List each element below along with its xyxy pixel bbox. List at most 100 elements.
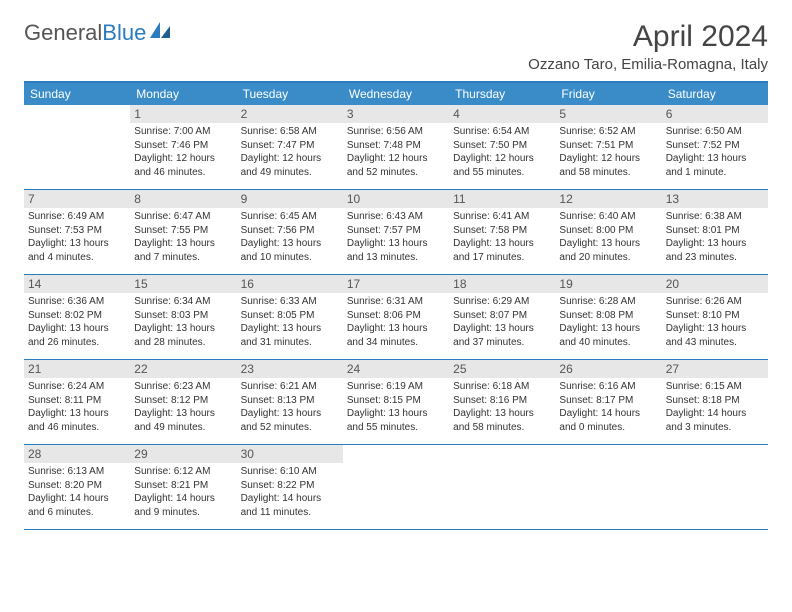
location: Ozzano Taro, Emilia-Romagna, Italy [528, 56, 768, 73]
sunrise-text: Sunrise: 6:33 AM [241, 295, 339, 309]
daylight-text: and 46 minutes. [134, 166, 232, 180]
sunset-text: Sunset: 8:01 PM [666, 224, 764, 238]
day-cell: 15Sunrise: 6:34 AMSunset: 8:03 PMDayligh… [130, 275, 236, 359]
day-number: 10 [343, 190, 449, 208]
daylight-text: and 55 minutes. [347, 421, 445, 435]
day-number: 9 [237, 190, 343, 208]
sunset-text: Sunset: 7:50 PM [453, 139, 551, 153]
daylight-text: Daylight: 14 hours [666, 407, 764, 421]
day-number: 22 [130, 360, 236, 378]
day-cell: 9Sunrise: 6:45 AMSunset: 7:56 PMDaylight… [237, 190, 343, 274]
sunrise-text: Sunrise: 6:15 AM [666, 380, 764, 394]
day-number [662, 445, 768, 449]
day-cell: 2Sunrise: 6:58 AMSunset: 7:47 PMDaylight… [237, 105, 343, 189]
day-cell: 19 Sunrise: 6:28 AMSunset: 8:08 PMDayligh… [555, 275, 661, 359]
day-cell: 30Sunrise: 6:10 AMSunset: 8:22 PMDayligh… [237, 445, 343, 529]
sunset-text: Sunset: 8:05 PM [241, 309, 339, 323]
sunrise-text: Sunrise: 6:49 AM [28, 210, 126, 224]
daylight-text: and 3 minutes. [666, 421, 764, 435]
sunset-text: Sunset: 8:12 PM [134, 394, 232, 408]
daylight-text: Daylight: 12 hours [241, 152, 339, 166]
sunset-text: Sunset: 8:03 PM [134, 309, 232, 323]
day-number [449, 445, 555, 449]
day-number: 21 [24, 360, 130, 378]
daylight-text: Daylight: 13 hours [241, 322, 339, 336]
day-cell: 6Sunrise: 6:50 AMSunset: 7:52 PMDaylight… [662, 105, 768, 189]
sunrise-text: Sunrise: 6:50 AM [666, 125, 764, 139]
daylight-text: and 23 minutes. [666, 251, 764, 265]
daylight-text: and 20 minutes. [559, 251, 657, 265]
sunrise-text: Sunrise: 6:41 AM [453, 210, 551, 224]
sunset-text: Sunset: 7:53 PM [28, 224, 126, 238]
sunset-text: Sunset: 8:21 PM [134, 479, 232, 493]
sunrise-text: Sunrise: 6:36 AM [28, 295, 126, 309]
daylight-text: Daylight: 14 hours [559, 407, 657, 421]
daylight-text: and 10 minutes. [241, 251, 339, 265]
sunset-text: Sunset: 8:16 PM [453, 394, 551, 408]
daylight-text: Daylight: 13 hours [666, 237, 764, 251]
day-number: 28 [24, 445, 130, 463]
sunset-text: Sunset: 8:08 PM [559, 309, 657, 323]
daylight-text: Daylight: 12 hours [453, 152, 551, 166]
day-number: 13 [662, 190, 768, 208]
sunset-text: Sunset: 7:48 PM [347, 139, 445, 153]
sunset-text: Sunset: 7:46 PM [134, 139, 232, 153]
daylight-text: Daylight: 13 hours [559, 322, 657, 336]
dow-friday: Friday [555, 83, 661, 105]
daylight-text: and 17 minutes. [453, 251, 551, 265]
sunrise-text: Sunrise: 6:28 AM [559, 295, 657, 309]
daylight-text: Daylight: 13 hours [134, 322, 232, 336]
week-row: 1Sunrise: 7:00 AMSunset: 7:46 PMDaylight… [24, 105, 768, 190]
day-number: 2 [237, 105, 343, 123]
daylight-text: and 55 minutes. [453, 166, 551, 180]
dow-sunday: Sunday [24, 83, 130, 105]
daylight-text: and 0 minutes. [559, 421, 657, 435]
daylight-text: and 28 minutes. [134, 336, 232, 350]
day-number: 25 [449, 360, 555, 378]
day-cell: 10Sunrise: 6:43 AMSunset: 7:57 PMDayligh… [343, 190, 449, 274]
daylight-text: Daylight: 13 hours [666, 152, 764, 166]
daylight-text: Daylight: 14 hours [28, 492, 126, 506]
day-number: 1 [130, 105, 236, 123]
daylight-text: and 6 minutes. [28, 506, 126, 520]
day-number: 12 [555, 190, 661, 208]
daylight-text: Daylight: 13 hours [666, 322, 764, 336]
day-number: 4 [449, 105, 555, 123]
day-number: 19 [555, 275, 661, 293]
logo-sail-icon [148, 20, 172, 46]
daylight-text: Daylight: 13 hours [241, 237, 339, 251]
sunset-text: Sunset: 8:10 PM [666, 309, 764, 323]
day-cell [24, 105, 130, 189]
sunrise-text: Sunrise: 6:12 AM [134, 465, 232, 479]
daylight-text: Daylight: 13 hours [453, 407, 551, 421]
day-cell: 20Sunrise: 6:26 AMSunset: 8:10 PMDayligh… [662, 275, 768, 359]
sunset-text: Sunset: 7:55 PM [134, 224, 232, 238]
daylight-text: Daylight: 13 hours [347, 237, 445, 251]
day-number: 17 [343, 275, 449, 293]
daylight-text: and 52 minutes. [347, 166, 445, 180]
day-cell: 27Sunrise: 6:15 AMSunset: 8:18 PMDayligh… [662, 360, 768, 444]
daylight-text: and 13 minutes. [347, 251, 445, 265]
day-cell: 13 Sunrise: 6:38 AMSunset: 8:01 PMDayligh… [662, 190, 768, 274]
dow-thursday: Thursday [449, 83, 555, 105]
daylight-text: and 40 minutes. [559, 336, 657, 350]
daylight-text: and 1 minute. [666, 166, 764, 180]
dow-saturday: Saturday [662, 83, 768, 105]
daylight-text: Daylight: 13 hours [134, 407, 232, 421]
dow-tuesday: Tuesday [237, 83, 343, 105]
sunset-text: Sunset: 8:15 PM [347, 394, 445, 408]
daylight-text: Daylight: 13 hours [28, 322, 126, 336]
day-number: 29 [130, 445, 236, 463]
sunrise-text: Sunrise: 6:45 AM [241, 210, 339, 224]
daylight-text: Daylight: 14 hours [134, 492, 232, 506]
day-number: 5 [555, 105, 661, 123]
sunrise-text: Sunrise: 6:40 AM [559, 210, 657, 224]
logo-text-blue: Blue [102, 20, 146, 46]
daylight-text: and 4 minutes. [28, 251, 126, 265]
sunset-text: Sunset: 8:20 PM [28, 479, 126, 493]
sunrise-text: Sunrise: 6:47 AM [134, 210, 232, 224]
sunrise-text: Sunrise: 6:38 AM [666, 210, 764, 224]
daylight-text: Daylight: 13 hours [453, 322, 551, 336]
week-row: 7Sunrise: 6:49 AMSunset: 7:53 PMDaylight… [24, 190, 768, 275]
day-cell: 11Sunrise: 6:41 AMSunset: 7:58 PMDayligh… [449, 190, 555, 274]
